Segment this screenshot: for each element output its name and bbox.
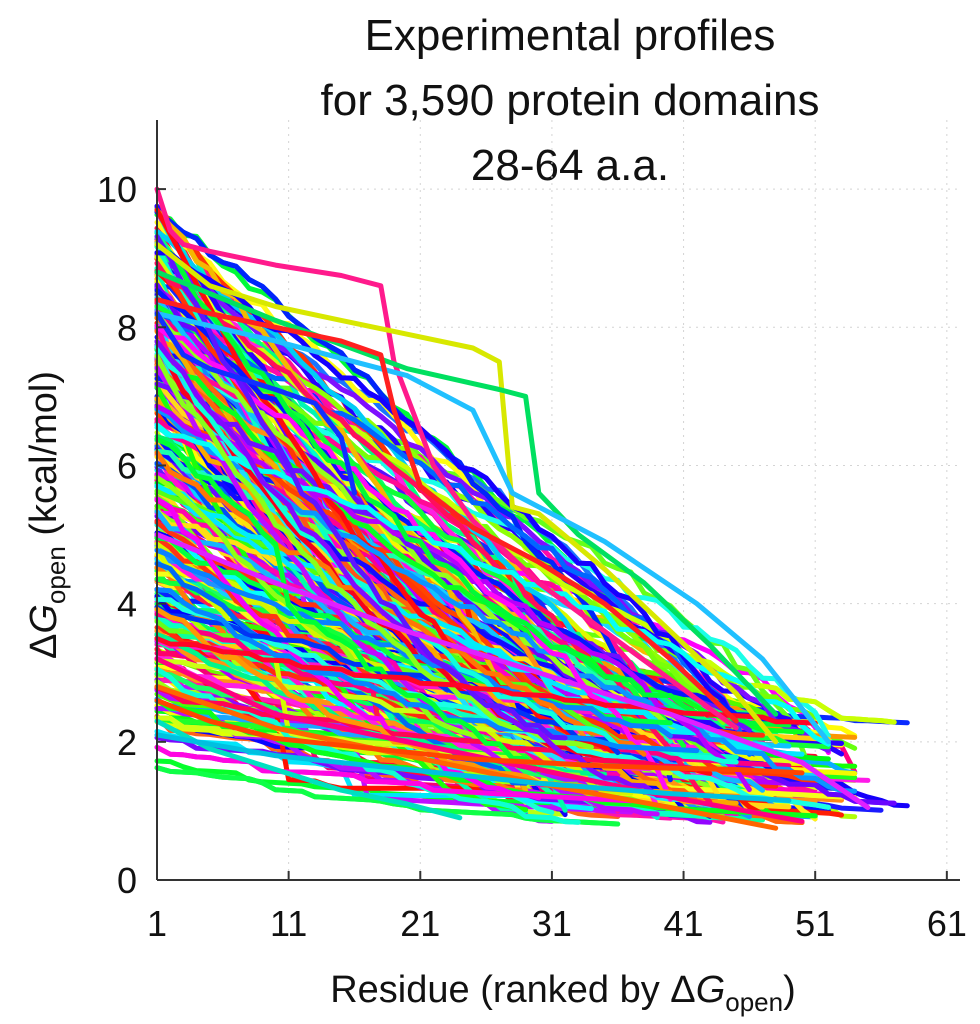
x-tick-label: 61 [927, 903, 967, 944]
series-line [154, 636, 818, 726]
x-tick-label: 1 [147, 903, 167, 944]
series-line [154, 685, 700, 772]
x-tick-label: 31 [532, 903, 572, 944]
series-line-highlight [154, 532, 871, 810]
chart-title: Experimental profiles for 3,590 protein … [321, 11, 820, 190]
series-line [154, 587, 700, 754]
x-tick-label: 21 [400, 903, 440, 944]
series-line [154, 448, 673, 744]
y-axis-label: ΔGopen (kcal/mol) [23, 371, 71, 659]
axes [156, 120, 960, 881]
series-line [154, 234, 568, 741]
series-line [154, 496, 542, 801]
series-line [154, 744, 634, 804]
y-tick-label: 4 [117, 584, 137, 625]
y-tick-labels: 0 2 4 6 8 10 [97, 169, 137, 901]
series-line-highlight [154, 656, 805, 824]
series-lines [154, 186, 910, 831]
series-line-highlight [154, 297, 739, 724]
chart-title-line-3: 28-64 a.a. [471, 141, 669, 190]
y-tick-label: 8 [117, 307, 137, 348]
series-line-highlight [154, 311, 357, 496]
x-tick-label: 51 [795, 903, 835, 944]
chart-title-line-1: Experimental profiles [365, 11, 776, 60]
series-line [154, 353, 594, 750]
series-line-highlight [154, 697, 805, 776]
series-line-highlight [154, 311, 831, 745]
series-line [154, 483, 765, 752]
series-line [154, 436, 542, 774]
x-axis-label: Residue (ranked by ΔGopen) [330, 969, 796, 1017]
chart-title-line-2: for 3,590 protein domains [321, 76, 820, 125]
series-line [154, 365, 660, 817]
x-tick-labels: 1 11 21 31 41 51 61 [147, 903, 967, 944]
series-line [154, 339, 687, 800]
x-tick-label: 41 [664, 903, 704, 944]
series-line-highlight [154, 241, 779, 745]
x-tick-label: 11 [270, 903, 307, 944]
series-line-highlight [154, 684, 779, 831]
y-tick-label: 6 [117, 445, 137, 486]
series-line-highlight [154, 732, 792, 803]
y-tick-label: 10 [97, 169, 137, 210]
series-line-highlight [154, 269, 779, 717]
series-line [154, 242, 792, 728]
y-tick-label: 0 [117, 860, 137, 901]
y-tick-label: 2 [117, 722, 137, 763]
series-line [154, 765, 621, 827]
series-line [154, 230, 831, 748]
